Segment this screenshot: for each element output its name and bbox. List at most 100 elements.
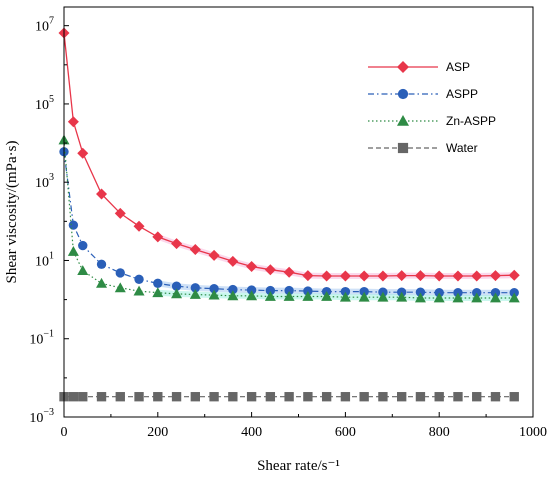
y-tick-exponent: 3 xyxy=(49,172,54,183)
data-point xyxy=(414,270,426,282)
series-3 xyxy=(59,392,519,402)
data-point xyxy=(265,285,276,296)
y-tick-base: 10 xyxy=(35,176,49,191)
data-point xyxy=(227,255,239,267)
y-tick-base: 10 xyxy=(35,20,49,35)
data-point xyxy=(152,231,164,243)
data-point xyxy=(134,392,144,402)
legend-item-3: Water xyxy=(368,141,478,155)
series-layer xyxy=(58,27,520,402)
legend-marker xyxy=(397,115,409,126)
data-point xyxy=(134,274,144,284)
data-point xyxy=(303,392,313,402)
data-point xyxy=(508,292,520,303)
data-point xyxy=(452,270,464,282)
data-point xyxy=(340,392,351,402)
data-point xyxy=(77,265,89,276)
legend-item-1: ASPP xyxy=(368,87,478,101)
data-point xyxy=(321,392,332,402)
y-tick-exponent: 7 xyxy=(49,16,54,27)
data-point xyxy=(264,264,276,276)
data-point xyxy=(508,269,520,281)
data-point xyxy=(377,270,389,282)
y-tick-label: 103 xyxy=(35,172,54,191)
y-tick-exponent: −3 xyxy=(43,407,54,418)
data-point xyxy=(340,286,351,297)
data-point xyxy=(152,287,164,298)
data-point xyxy=(227,290,239,301)
x-axis-label: Shear rate/s⁻¹ xyxy=(257,458,340,474)
data-point xyxy=(190,392,200,402)
legend-item-0: ASP xyxy=(368,60,470,74)
data-point xyxy=(246,285,257,295)
y-tick-exponent: 1 xyxy=(49,250,54,261)
x-tick-label: 600 xyxy=(335,425,356,440)
data-point xyxy=(264,291,276,301)
data-point xyxy=(209,392,219,402)
x-axis-ticks: 0 200 400 600 800 1000 xyxy=(61,412,547,440)
data-point xyxy=(284,285,294,296)
data-point xyxy=(67,245,79,256)
y-tick-base: 10 xyxy=(29,333,43,348)
data-point xyxy=(96,188,108,200)
data-point xyxy=(171,238,183,250)
data-point xyxy=(284,392,294,402)
x-tick-label: 0 xyxy=(61,425,68,440)
data-point xyxy=(78,240,88,251)
legend-marker xyxy=(397,142,409,154)
y-tick-base: 10 xyxy=(35,98,49,113)
data-point xyxy=(490,392,501,402)
data-point xyxy=(489,270,501,282)
data-point xyxy=(339,270,351,282)
data-point xyxy=(171,288,183,299)
y-tick-label: 10−1 xyxy=(29,329,54,348)
data-point xyxy=(302,270,314,282)
data-point xyxy=(433,292,445,303)
data-point xyxy=(452,292,464,303)
data-point xyxy=(171,392,182,402)
data-point xyxy=(228,284,238,295)
data-point xyxy=(96,392,107,402)
data-point xyxy=(96,277,108,288)
data-point xyxy=(208,289,220,300)
series-0 xyxy=(58,27,520,282)
data-point xyxy=(96,259,107,269)
y-axis-label: Shear viscosity/(mPa·s) xyxy=(4,141,20,284)
data-point xyxy=(68,392,79,402)
y-tick-exponent: 5 xyxy=(49,94,54,105)
data-point xyxy=(471,270,483,282)
data-point xyxy=(321,270,333,282)
data-point xyxy=(153,278,163,289)
legend-label: ASPP xyxy=(446,87,478,101)
data-point xyxy=(359,286,369,297)
data-point xyxy=(246,392,257,402)
data-point xyxy=(246,290,258,301)
legend-marker xyxy=(397,88,409,100)
data-point xyxy=(189,244,201,256)
series-2 xyxy=(58,134,520,303)
data-point xyxy=(115,268,125,278)
data-point xyxy=(339,291,351,302)
y-tick-label: 101 xyxy=(35,250,54,269)
data-point xyxy=(359,392,369,402)
data-point xyxy=(153,392,163,402)
data-point xyxy=(358,270,370,282)
data-point xyxy=(396,291,408,302)
data-point xyxy=(133,220,145,232)
data-point xyxy=(77,147,89,159)
data-point xyxy=(415,392,426,402)
legend-item-2: Zn-ASPP xyxy=(368,114,496,128)
x-tick-label: 400 xyxy=(241,425,262,440)
data-point xyxy=(68,220,79,230)
data-point xyxy=(433,270,445,282)
x-tick-label: 1000 xyxy=(519,425,547,440)
data-point xyxy=(67,116,79,128)
data-point xyxy=(434,392,444,402)
legend-label: Water xyxy=(446,141,478,155)
data-point xyxy=(396,270,408,282)
legend-label: Zn-ASPP xyxy=(446,114,496,128)
data-point xyxy=(283,266,295,278)
data-point xyxy=(228,392,238,402)
data-point xyxy=(209,284,219,294)
data-point xyxy=(114,207,126,219)
